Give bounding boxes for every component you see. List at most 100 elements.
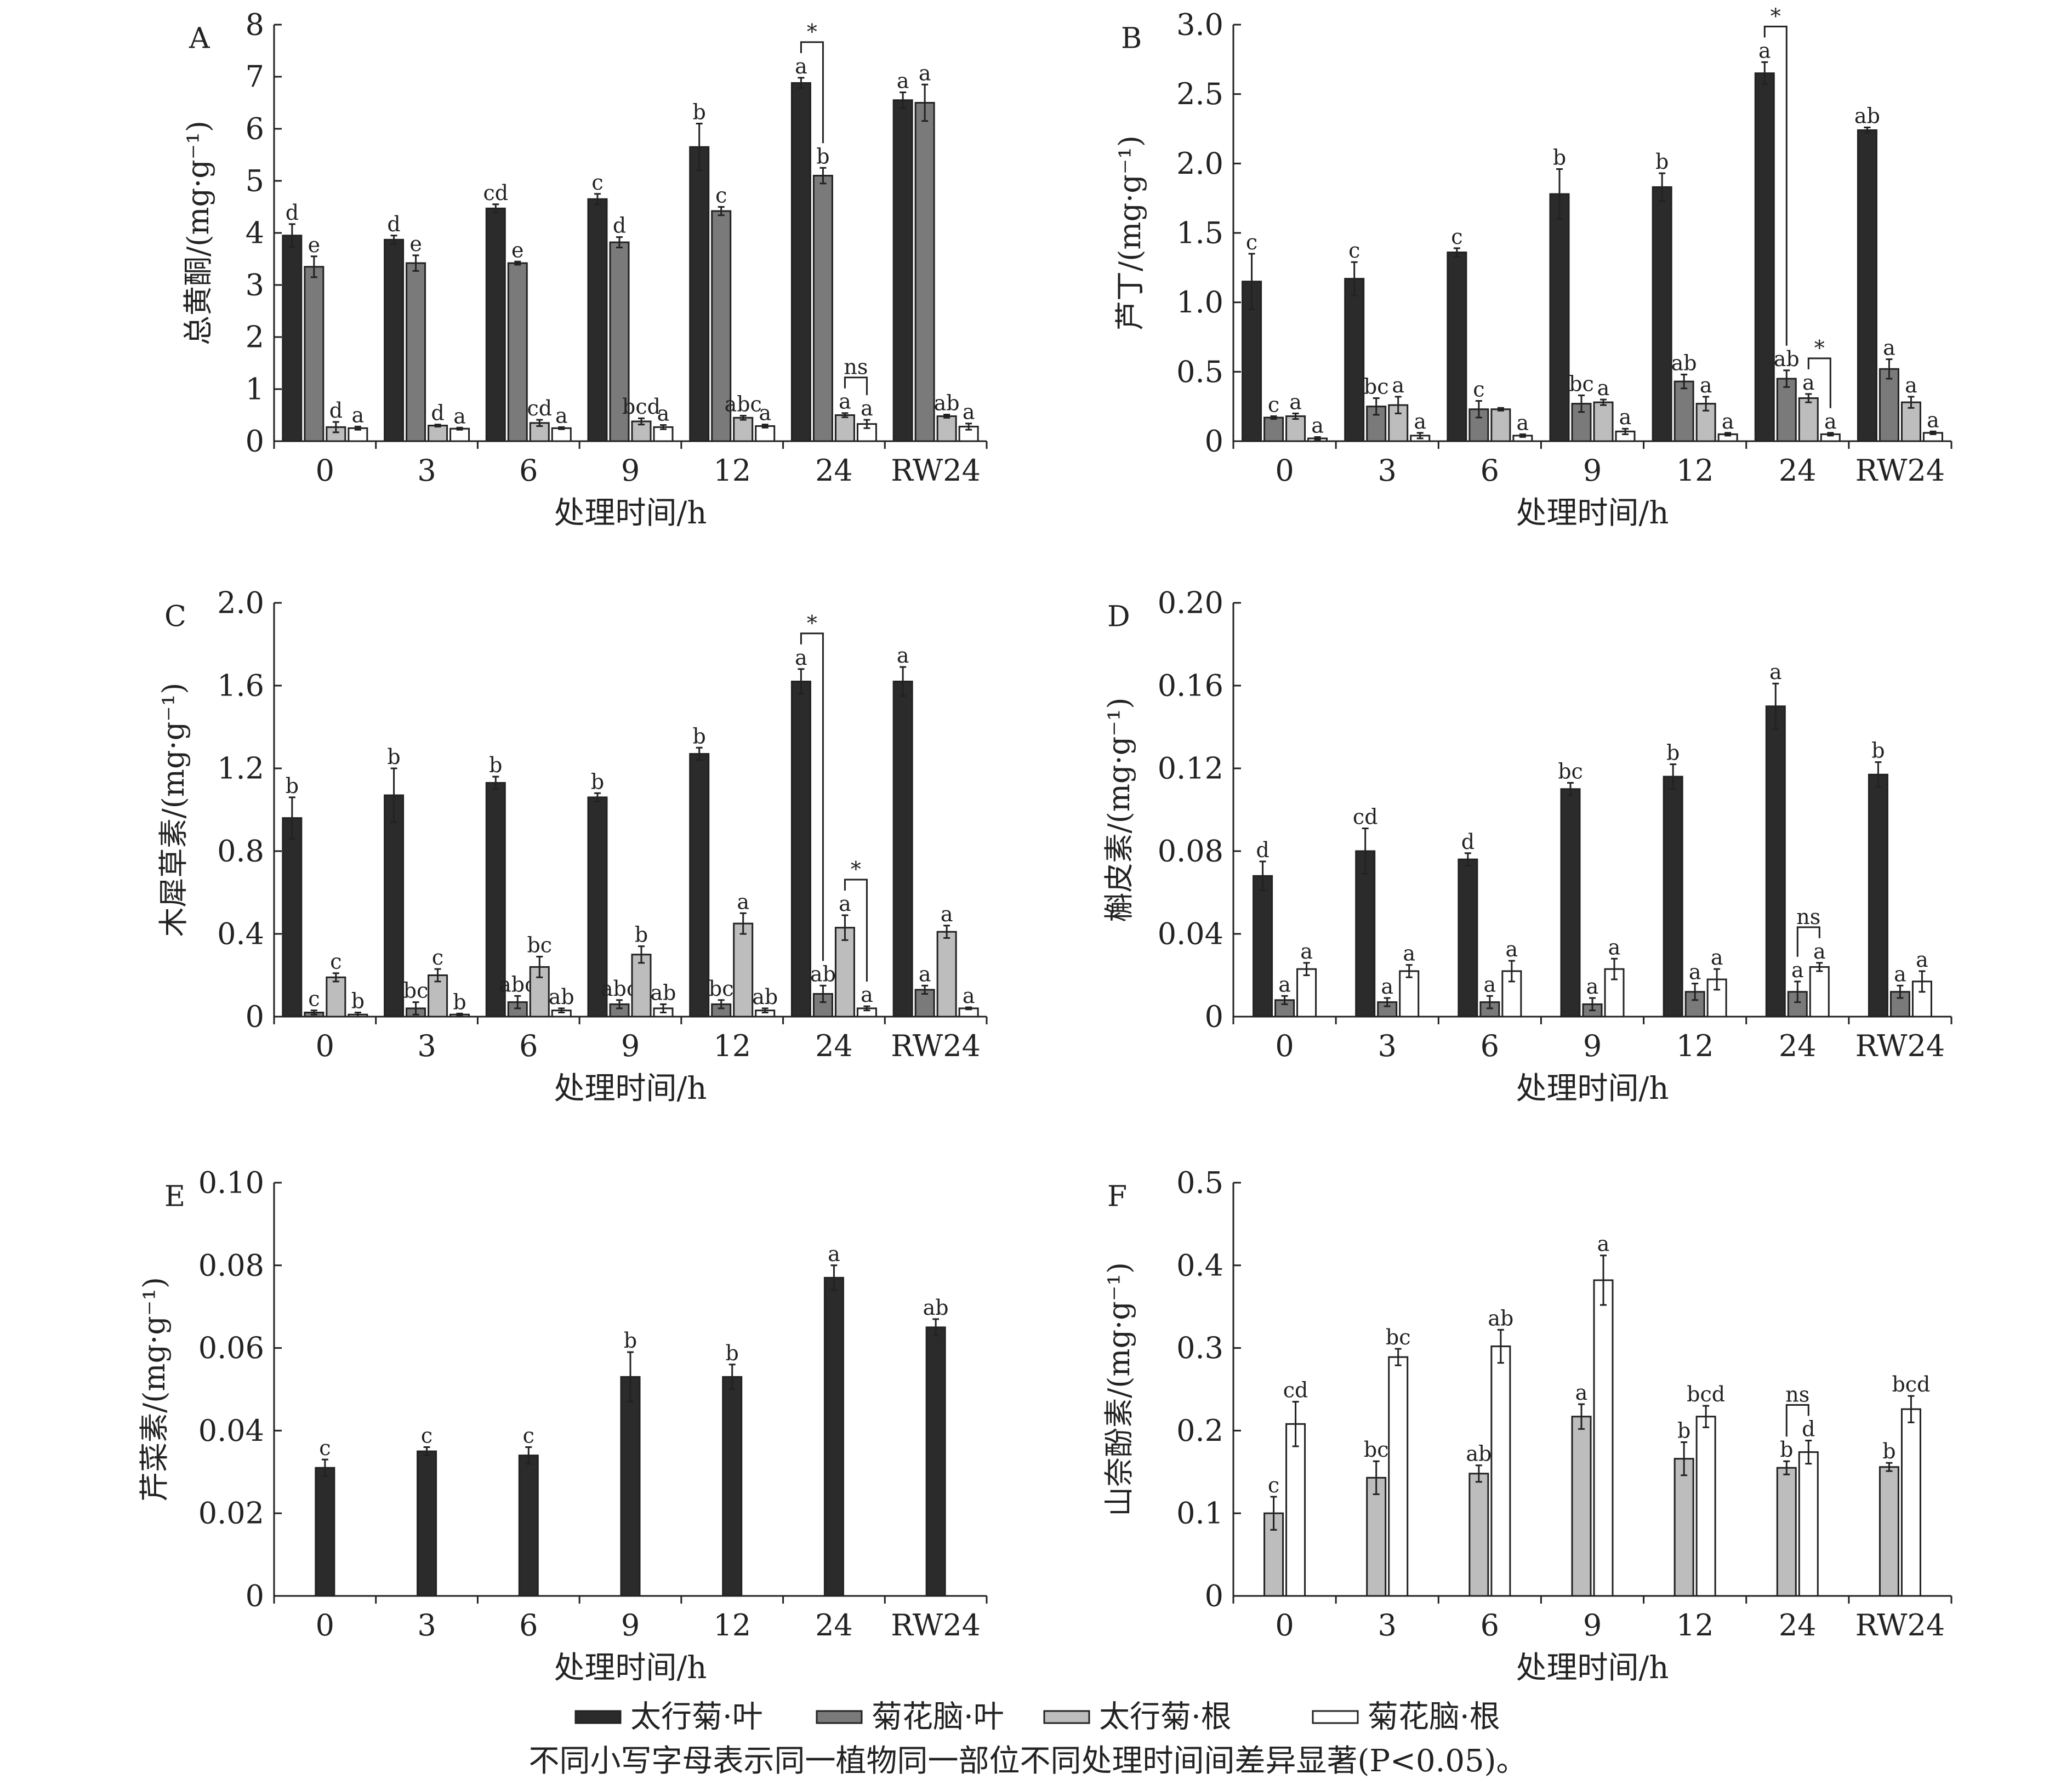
error-bar <box>594 193 601 206</box>
bar <box>733 922 754 1018</box>
bar <box>587 198 608 442</box>
bar <box>282 235 303 442</box>
error-bar <box>321 1458 328 1477</box>
error-bar <box>1567 782 1574 796</box>
x-tick-label: RW24 <box>1855 1608 1945 1643</box>
significance-label: ab <box>1854 104 1880 128</box>
significance-label: ab <box>1774 347 1800 371</box>
legend-item: 太行菊·叶 <box>574 1700 763 1735</box>
error-bar <box>739 414 747 421</box>
significance-label: a <box>839 390 851 414</box>
comparison-label: * <box>807 20 817 44</box>
bar <box>1490 1345 1511 1597</box>
y-tick-label: 0.3 <box>1176 1331 1223 1365</box>
significance-label: a <box>1769 660 1782 684</box>
bar <box>1673 380 1694 442</box>
significance-label: b <box>351 989 365 1013</box>
significance-label: c <box>523 1424 534 1448</box>
x-tick-label: 0 <box>1275 1608 1294 1643</box>
bar <box>428 425 448 442</box>
significance-label: a <box>453 404 466 428</box>
x-tick-label: 0 <box>316 1029 334 1063</box>
bar <box>733 417 754 442</box>
chart-panel-E: E 0 0.02 0.04 0.06 0.08 0.10 0 3 6 9 12 24 RW24 处理时间/h… <box>137 1166 988 1686</box>
significance-label: a <box>795 54 807 78</box>
significance-label: bcd <box>1892 1372 1930 1396</box>
error-bar <box>1519 433 1526 438</box>
error-bar <box>558 1007 565 1013</box>
significance-label: b <box>1677 1419 1690 1443</box>
y-tick-label: 0.08 <box>1158 834 1223 869</box>
significance-label: bc <box>403 979 429 1003</box>
significance-label: a <box>1883 336 1895 360</box>
significance-label: ab <box>934 391 960 415</box>
y-tick-label: 0 <box>246 1579 264 1613</box>
significance-label: a <box>1586 974 1599 999</box>
bar <box>518 1455 539 1597</box>
significance-label: bc <box>709 977 734 1001</box>
significance-label: a <box>1791 958 1804 982</box>
significance-label: b <box>1553 145 1566 169</box>
error-bar <box>841 412 849 418</box>
significance-label: bc <box>527 933 552 957</box>
bar <box>1776 378 1797 442</box>
error-bar <box>965 423 972 431</box>
error-bar <box>1475 400 1482 419</box>
significance-label: a <box>1392 373 1404 397</box>
significance-label: a <box>1916 948 1928 972</box>
error-bar <box>1362 827 1369 875</box>
panel-letter: A <box>189 22 210 55</box>
comparison-label: ns <box>844 355 868 379</box>
error-bar <box>1805 393 1812 403</box>
x-tick-label: 12 <box>713 453 751 488</box>
error-bar <box>1692 983 1699 1001</box>
x-axis-title: 处理时间/h <box>1516 495 1669 531</box>
y-tick-label: 3 <box>246 268 264 303</box>
bar <box>958 425 979 442</box>
bar <box>936 415 957 442</box>
error-bar <box>1611 957 1618 980</box>
y-axis-title: 总黄酮/(mg·g⁻¹) <box>181 121 215 345</box>
y-tick-label: 0 <box>1205 1579 1223 1613</box>
significance-label: d <box>329 398 343 423</box>
x-tick-label: 12 <box>713 1608 751 1643</box>
comparison-label: ns <box>1785 1382 1809 1406</box>
significance-label: a <box>1278 972 1291 996</box>
error-bar <box>456 1012 463 1017</box>
bar <box>812 175 833 442</box>
x-tick-label: 9 <box>1583 453 1602 488</box>
x-tick-label: 3 <box>1378 1029 1397 1063</box>
error-bar <box>1508 960 1515 983</box>
significance-label: a <box>1758 38 1771 62</box>
bar <box>892 680 913 1018</box>
legend-label: 太行菊·叶 <box>630 1700 763 1735</box>
bar <box>609 241 630 442</box>
panel-letter: C <box>164 601 186 634</box>
comparison-bracket <box>844 879 868 982</box>
bar <box>631 954 652 1018</box>
bar <box>1900 1408 1921 1597</box>
error-bar <box>434 968 441 983</box>
significance-label: a <box>1381 974 1393 999</box>
significance-label: c <box>432 945 443 970</box>
y-tick-label: 0 <box>1205 424 1223 459</box>
y-axis-title: 芹菜素/(mg·g⁻¹) <box>137 1277 172 1502</box>
y-tick-label: 2.5 <box>1176 77 1223 111</box>
x-tick-label: 0 <box>316 1608 334 1643</box>
significance-label: a <box>1722 409 1734 434</box>
significance-label: a <box>1619 405 1632 429</box>
y-tick-label: 0 <box>1205 1000 1223 1034</box>
error-bar <box>332 972 339 983</box>
significance-label: a <box>1711 945 1723 970</box>
significance-label: e <box>308 233 321 257</box>
error-bar <box>1724 432 1732 437</box>
error-bar <box>288 223 295 248</box>
error-bar <box>536 956 543 978</box>
y-tick-label: 0.4 <box>1176 1248 1223 1282</box>
error-bar <box>932 1318 940 1337</box>
significance-label: a <box>1289 390 1302 414</box>
y-tick-label: 5 <box>246 164 264 198</box>
significance-label: b <box>693 724 706 748</box>
error-bar <box>761 424 769 429</box>
